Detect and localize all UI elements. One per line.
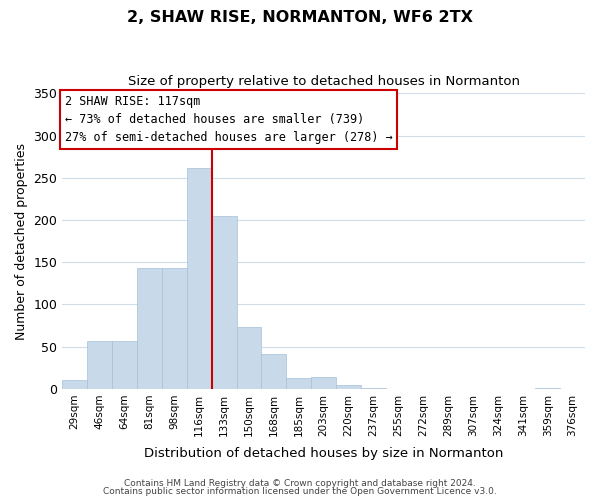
- Bar: [361, 388, 386, 389]
- Bar: [137, 268, 162, 389]
- Text: 2 SHAW RISE: 117sqm
← 73% of detached houses are smaller (739)
27% of semi-detac: 2 SHAW RISE: 117sqm ← 73% of detached ho…: [65, 95, 392, 144]
- Title: Size of property relative to detached houses in Normanton: Size of property relative to detached ho…: [128, 75, 520, 88]
- Bar: [236, 328, 262, 389]
- Text: Contains public sector information licensed under the Open Government Licence v3: Contains public sector information licen…: [103, 487, 497, 496]
- Text: Contains HM Land Registry data © Crown copyright and database right 2024.: Contains HM Land Registry data © Crown c…: [124, 478, 476, 488]
- Bar: [262, 354, 286, 389]
- Bar: [311, 377, 336, 389]
- Text: 2, SHAW RISE, NORMANTON, WF6 2TX: 2, SHAW RISE, NORMANTON, WF6 2TX: [127, 10, 473, 25]
- Bar: [87, 341, 112, 389]
- Bar: [62, 380, 87, 389]
- Bar: [212, 216, 236, 389]
- Bar: [286, 378, 311, 389]
- Y-axis label: Number of detached properties: Number of detached properties: [15, 142, 28, 340]
- Bar: [535, 388, 560, 389]
- Bar: [336, 384, 361, 389]
- Bar: [112, 341, 137, 389]
- Bar: [187, 168, 212, 389]
- Bar: [162, 268, 187, 389]
- X-axis label: Distribution of detached houses by size in Normanton: Distribution of detached houses by size …: [144, 447, 503, 460]
